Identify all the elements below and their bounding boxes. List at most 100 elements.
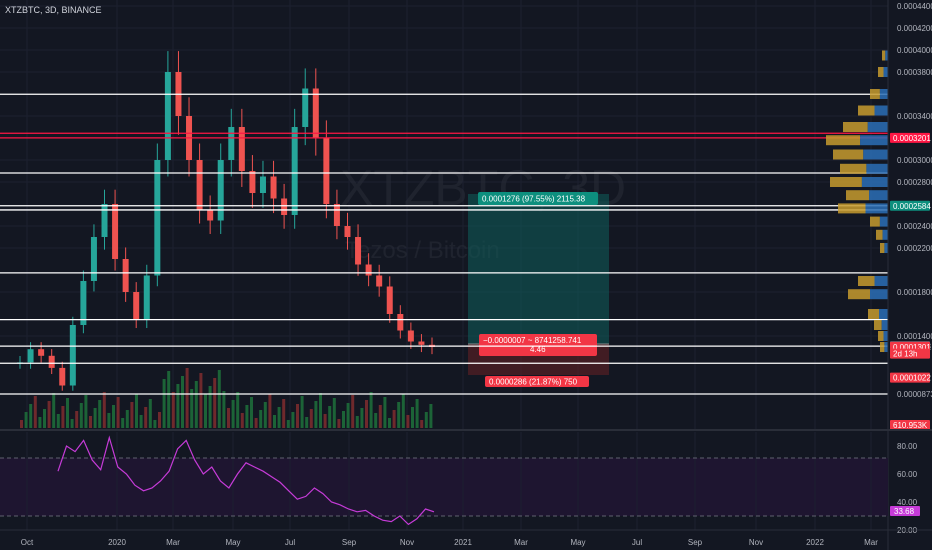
candle-body <box>112 204 119 259</box>
volume-bar <box>305 417 309 428</box>
candle-body <box>69 325 76 386</box>
volume-bar <box>286 420 290 428</box>
profile-bar-up <box>843 122 868 132</box>
profile-bar-down <box>867 122 888 132</box>
volume-bar <box>346 403 350 428</box>
volume-bar <box>259 410 263 428</box>
profile-bar-up <box>833 149 864 160</box>
volume-bar <box>112 405 115 428</box>
volume-bar <box>176 384 180 428</box>
time-tick-label: Sep <box>688 538 703 547</box>
profile-bar-down <box>860 135 888 146</box>
price-tick-label: 0.0001800 <box>897 288 932 297</box>
rsi-value-text: 33.68 <box>894 507 915 516</box>
volume-bar <box>355 416 359 428</box>
center-label-line1: −0.0000007 ~ 8741258.741 <box>483 336 582 345</box>
volume-bar <box>158 412 161 428</box>
volume-bar <box>411 407 414 428</box>
volume-bar <box>121 418 125 428</box>
time-tick-label: Sep <box>342 538 357 547</box>
volume-bar <box>181 376 184 428</box>
profile-bar-down <box>874 105 888 116</box>
profile-bar-down <box>879 216 888 227</box>
time-tick-label: Oct <box>21 538 34 547</box>
time-tick-label: May <box>570 538 585 547</box>
volume-bar <box>61 406 65 428</box>
profile-bar-up <box>826 135 861 146</box>
candle-body <box>122 259 129 292</box>
long-position-tool[interactable]: 0.0001276 (97.55%) 2115.38 −0.0000007 ~ … <box>468 192 609 387</box>
candle-body <box>133 292 140 320</box>
candle-body <box>270 176 277 199</box>
volume-bar <box>250 397 253 428</box>
candle-body <box>143 275 150 320</box>
volume-bar <box>245 405 249 428</box>
volume-bar <box>144 407 148 428</box>
candle-body <box>397 314 404 331</box>
price-tick-label: 0.0003800 <box>897 68 932 77</box>
candle-body <box>27 349 34 363</box>
volume-bar <box>273 415 276 428</box>
price-tick-label: 0.0001400 <box>897 332 932 341</box>
price-tick-label: 0.0004400 <box>897 2 932 11</box>
profile-bar-up <box>830 177 862 187</box>
chart-title[interactable]: XTZBTC, 3D, BINANCE <box>5 5 102 15</box>
volume-bar <box>360 408 364 428</box>
volume-bar <box>309 409 313 428</box>
candle-body <box>228 127 235 160</box>
time-tick-label: Jul <box>632 538 642 547</box>
volume-bar <box>424 412 428 428</box>
volume-bar <box>194 381 198 428</box>
price-tick-label: 0.0004000 <box>897 46 932 55</box>
volume-bar <box>254 418 258 428</box>
candle-body <box>323 138 330 204</box>
volume-bar <box>388 418 391 428</box>
price-badge-box <box>890 348 930 359</box>
candle-body <box>407 330 414 342</box>
candle-body <box>355 237 362 265</box>
volume-bar <box>415 399 419 428</box>
volume-bar <box>227 408 230 428</box>
profile-bar-down <box>879 89 888 99</box>
candle-body <box>154 160 161 276</box>
volume-bar <box>24 412 28 428</box>
time-tick-label: 2020 <box>108 538 126 547</box>
price-badge-box <box>890 420 930 430</box>
profile-bar-down <box>863 149 888 160</box>
volume-bar <box>130 402 134 428</box>
volume-bar <box>300 396 304 428</box>
volume-bar <box>420 420 424 428</box>
profit-label-box <box>478 192 598 205</box>
candle-body <box>217 160 224 221</box>
price-series <box>17 51 435 391</box>
time-tick-label: May <box>225 538 240 547</box>
candle-body <box>249 171 256 193</box>
price-tick-label: 0.0003000 <box>897 156 932 165</box>
volume-bar <box>84 395 88 428</box>
candle-body <box>238 127 245 171</box>
time-tick-label: Nov <box>749 538 763 547</box>
volume-bar <box>291 412 295 428</box>
stop-label: 0.0000286 (21.87%) 750 <box>489 378 578 387</box>
profile-bar-down <box>884 342 888 352</box>
volume-bar <box>66 398 69 428</box>
volume-bar <box>383 397 387 428</box>
price-badge-text: 0.0002584 <box>893 202 931 211</box>
candle-body <box>164 72 171 160</box>
volume-bar <box>135 394 138 428</box>
volume-bar <box>337 419 341 428</box>
profile-bar-up <box>858 105 875 116</box>
volume-bar <box>296 404 299 428</box>
volume-bar <box>328 406 332 428</box>
volume-bar <box>52 393 56 428</box>
candle-body <box>418 341 425 345</box>
profile-bar-up <box>858 276 875 286</box>
rsi-tick-label: 60.00 <box>897 470 918 479</box>
price-tick-label: 0.0002400 <box>897 222 932 231</box>
profile-bar-up <box>848 289 870 300</box>
time-tick-label: 2022 <box>806 538 824 547</box>
volume-bar <box>369 392 373 428</box>
candle-body <box>90 237 97 281</box>
